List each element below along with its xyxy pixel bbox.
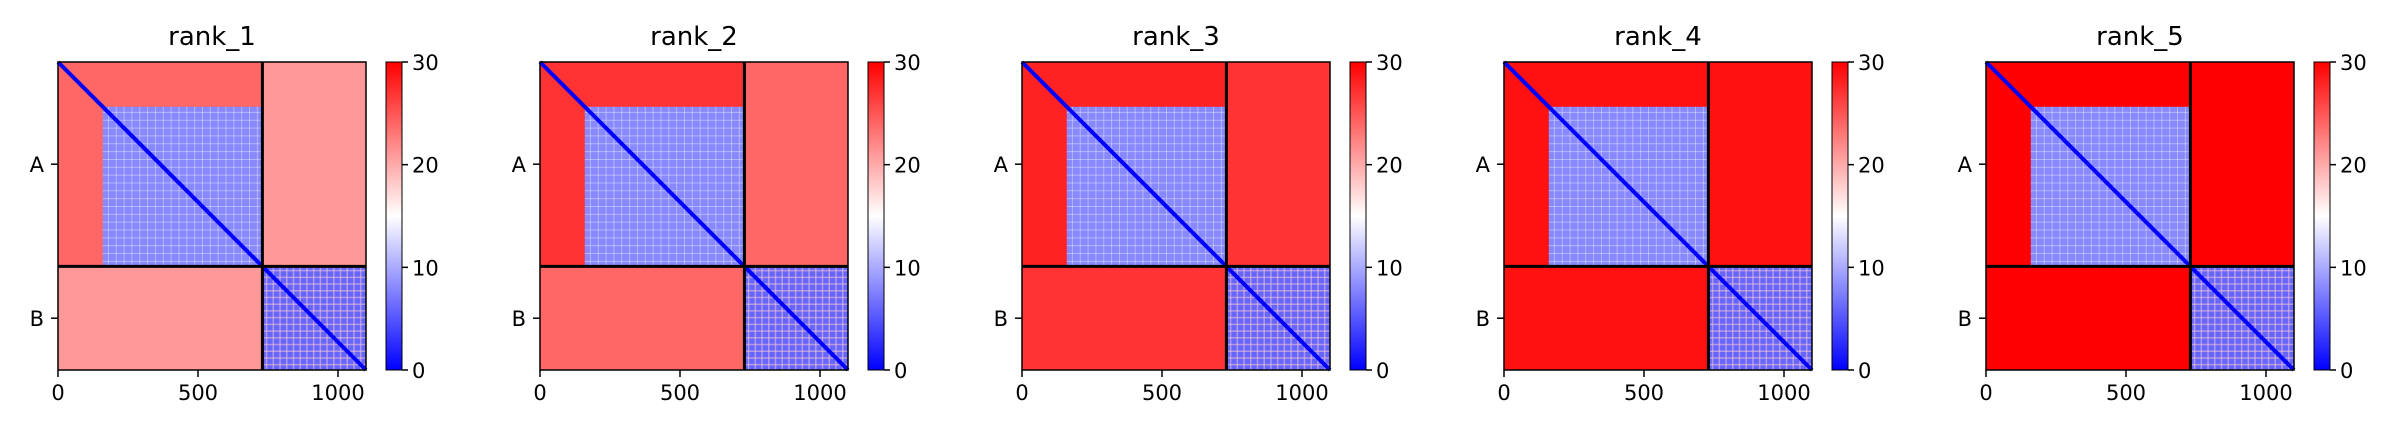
colorbar-tick-label: 20 [1858,154,1885,178]
y-tick-label: B [30,307,44,331]
colorbar-tick-label: 10 [894,256,921,280]
colorbar-tick-label: 0 [2340,359,2353,383]
y-tick-label: B [1476,307,1490,331]
x-tick-label: 1000 [1757,381,1810,405]
pae-chain-a-nterm-row [1022,62,1227,107]
colorbar-tick-label: 10 [1376,256,1403,280]
plot-frame [539,61,849,371]
pae-diagonal-a [538,60,746,268]
x-tick-label: 0 [51,381,64,405]
colorbar [1349,61,1367,371]
panel-rank_4: rank_4 0 500 1000 A B 0 10 20 30 [1476,22,1885,405]
pae-diagonal-a [1020,60,1228,268]
colorbar-tick-label: 10 [412,256,439,280]
x-tick-label: 1000 [311,381,364,405]
y-tick-label: B [1958,307,1972,331]
colorbar-tick-label: 30 [2340,51,2367,75]
plot-frame [1503,61,1813,371]
pae-diagonal-a [56,60,264,268]
x-tick-label: 0 [1979,381,1992,405]
x-tick-label: 1000 [1275,381,1328,405]
colorbar-tick-label: 20 [2340,154,2367,178]
colorbar-tick-label: 0 [1376,359,1389,383]
x-tick-label: 500 [2106,381,2146,405]
pae-chain-a-nterm-row [58,62,263,107]
pae-diagonal-b [2188,264,2296,372]
pae-diagonal-b [1224,264,1332,372]
x-tick-label: 500 [178,381,218,405]
panel-title: rank_4 [1614,22,1702,52]
x-tick-label: 0 [1497,381,1510,405]
colorbar-tick-label: 30 [412,51,439,75]
y-tick-label: A [512,153,527,177]
y-tick-label: A [30,153,45,177]
pae-diagonal-a [1502,60,1710,268]
panel-rank_1: rank_1 0 500 1000 A B 0 10 20 30 [30,22,439,405]
colorbar-tick-label: 0 [412,359,425,383]
pae-chain-a-nterm-row [1986,62,2191,107]
x-tick-label: 500 [1142,381,1182,405]
x-tick-label: 500 [1624,381,1664,405]
colorbar-tick-label: 20 [1376,154,1403,178]
pae-chain-a-nterm-row [1504,62,1709,107]
plot-frame [1985,61,2295,371]
y-tick-label: A [1958,153,1973,177]
colorbar-tick-label: 30 [894,51,921,75]
pae-diagonal-b [742,264,850,372]
x-tick-label: 1000 [2239,381,2292,405]
y-tick-label: B [512,307,526,331]
colorbar-tick-label: 30 [1376,51,1403,75]
colorbar [2313,61,2331,371]
pae-chain-a-nterm-row [540,62,745,107]
panel-title: rank_3 [1132,22,1220,52]
y-tick-label: A [994,153,1009,177]
colorbar [867,61,885,371]
x-tick-label: 500 [660,381,700,405]
colorbar-tick-label: 30 [1858,51,1885,75]
panel-rank_5: rank_5 0 500 1000 A B 0 10 20 30 [1958,22,2367,405]
y-tick-label: B [994,307,1008,331]
x-tick-label: 0 [1015,381,1028,405]
plot-frame [1021,61,1331,371]
colorbar-tick-label: 0 [894,359,907,383]
panel-rank_3: rank_3 0 500 1000 A B 0 10 20 30 [994,22,1403,405]
colorbar [385,61,403,371]
colorbar-tick-label: 0 [1858,359,1871,383]
panel-title: rank_5 [2096,22,2184,52]
pae-diagonal-a [1984,60,2192,268]
x-tick-label: 0 [533,381,546,405]
y-tick-label: A [1476,153,1491,177]
colorbar-tick-label: 10 [1858,256,1885,280]
colorbar [1831,61,1849,371]
panel-rank_2: rank_2 0 500 1000 A B 0 10 20 30 [512,22,921,405]
plot-frame [57,61,367,371]
colorbar-tick-label: 20 [412,154,439,178]
colorbar-tick-label: 10 [2340,256,2367,280]
x-tick-label: 1000 [793,381,846,405]
pae-diagonal-b [260,264,368,372]
panel-title: rank_2 [650,22,738,52]
panel-title: rank_1 [168,22,256,52]
pae-diagonal-b [1706,264,1814,372]
colorbar-tick-label: 20 [894,154,921,178]
